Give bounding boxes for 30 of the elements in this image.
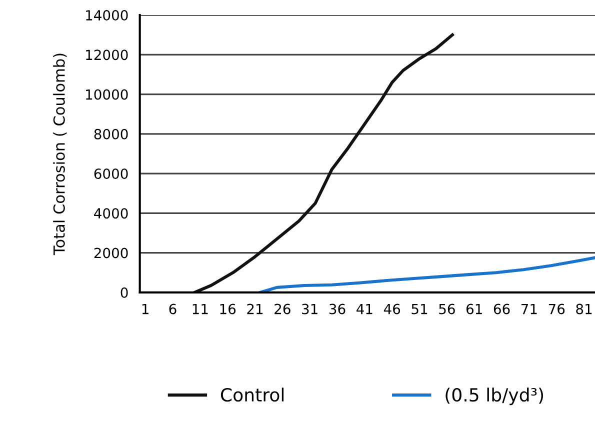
x-tick-label: 46 bbox=[384, 304, 400, 314]
x-tick-label: 56 bbox=[439, 304, 455, 314]
y-tick-label: 10000 bbox=[86, 89, 128, 100]
x-tick-label: 26 bbox=[274, 304, 290, 314]
x-tick-label: 6 bbox=[169, 304, 176, 314]
x-tick-label: 81 bbox=[576, 304, 592, 314]
y-tick-label: 2000 bbox=[94, 248, 128, 258]
y-tick-label: 12000 bbox=[86, 50, 128, 60]
x-tick-label: 71 bbox=[521, 304, 537, 314]
x-tick-label: 41 bbox=[356, 304, 372, 314]
x-tick-label: 31 bbox=[302, 304, 318, 314]
y-tick-label: 14000 bbox=[86, 10, 128, 21]
x-tick-label: 51 bbox=[412, 304, 428, 314]
y-tick-label: 6000 bbox=[94, 168, 128, 180]
line-series bbox=[193, 33, 454, 292]
line-series bbox=[258, 256, 595, 292]
x-tick-label: 16 bbox=[220, 304, 236, 314]
y-tick-label: 4000 bbox=[94, 208, 128, 219]
y-tick-label: 8000 bbox=[94, 128, 128, 140]
x-tick-label: 76 bbox=[548, 304, 565, 314]
legend-label: (0.5 lb/yd³) bbox=[446, 388, 544, 406]
x-tick-label: 66 bbox=[494, 304, 510, 314]
x-tick-label: 11 bbox=[192, 304, 208, 314]
x-tick-label: 1 bbox=[142, 304, 148, 314]
x-tick-label: 61 bbox=[466, 304, 482, 314]
y-axis-title: Total Corrosion ( Coulomb) bbox=[53, 54, 67, 256]
x-tick-label: 21 bbox=[247, 304, 263, 314]
y-tick-label: 0 bbox=[120, 287, 128, 298]
legend-label: Control bbox=[220, 388, 284, 402]
x-tick-label: 36 bbox=[329, 304, 346, 314]
